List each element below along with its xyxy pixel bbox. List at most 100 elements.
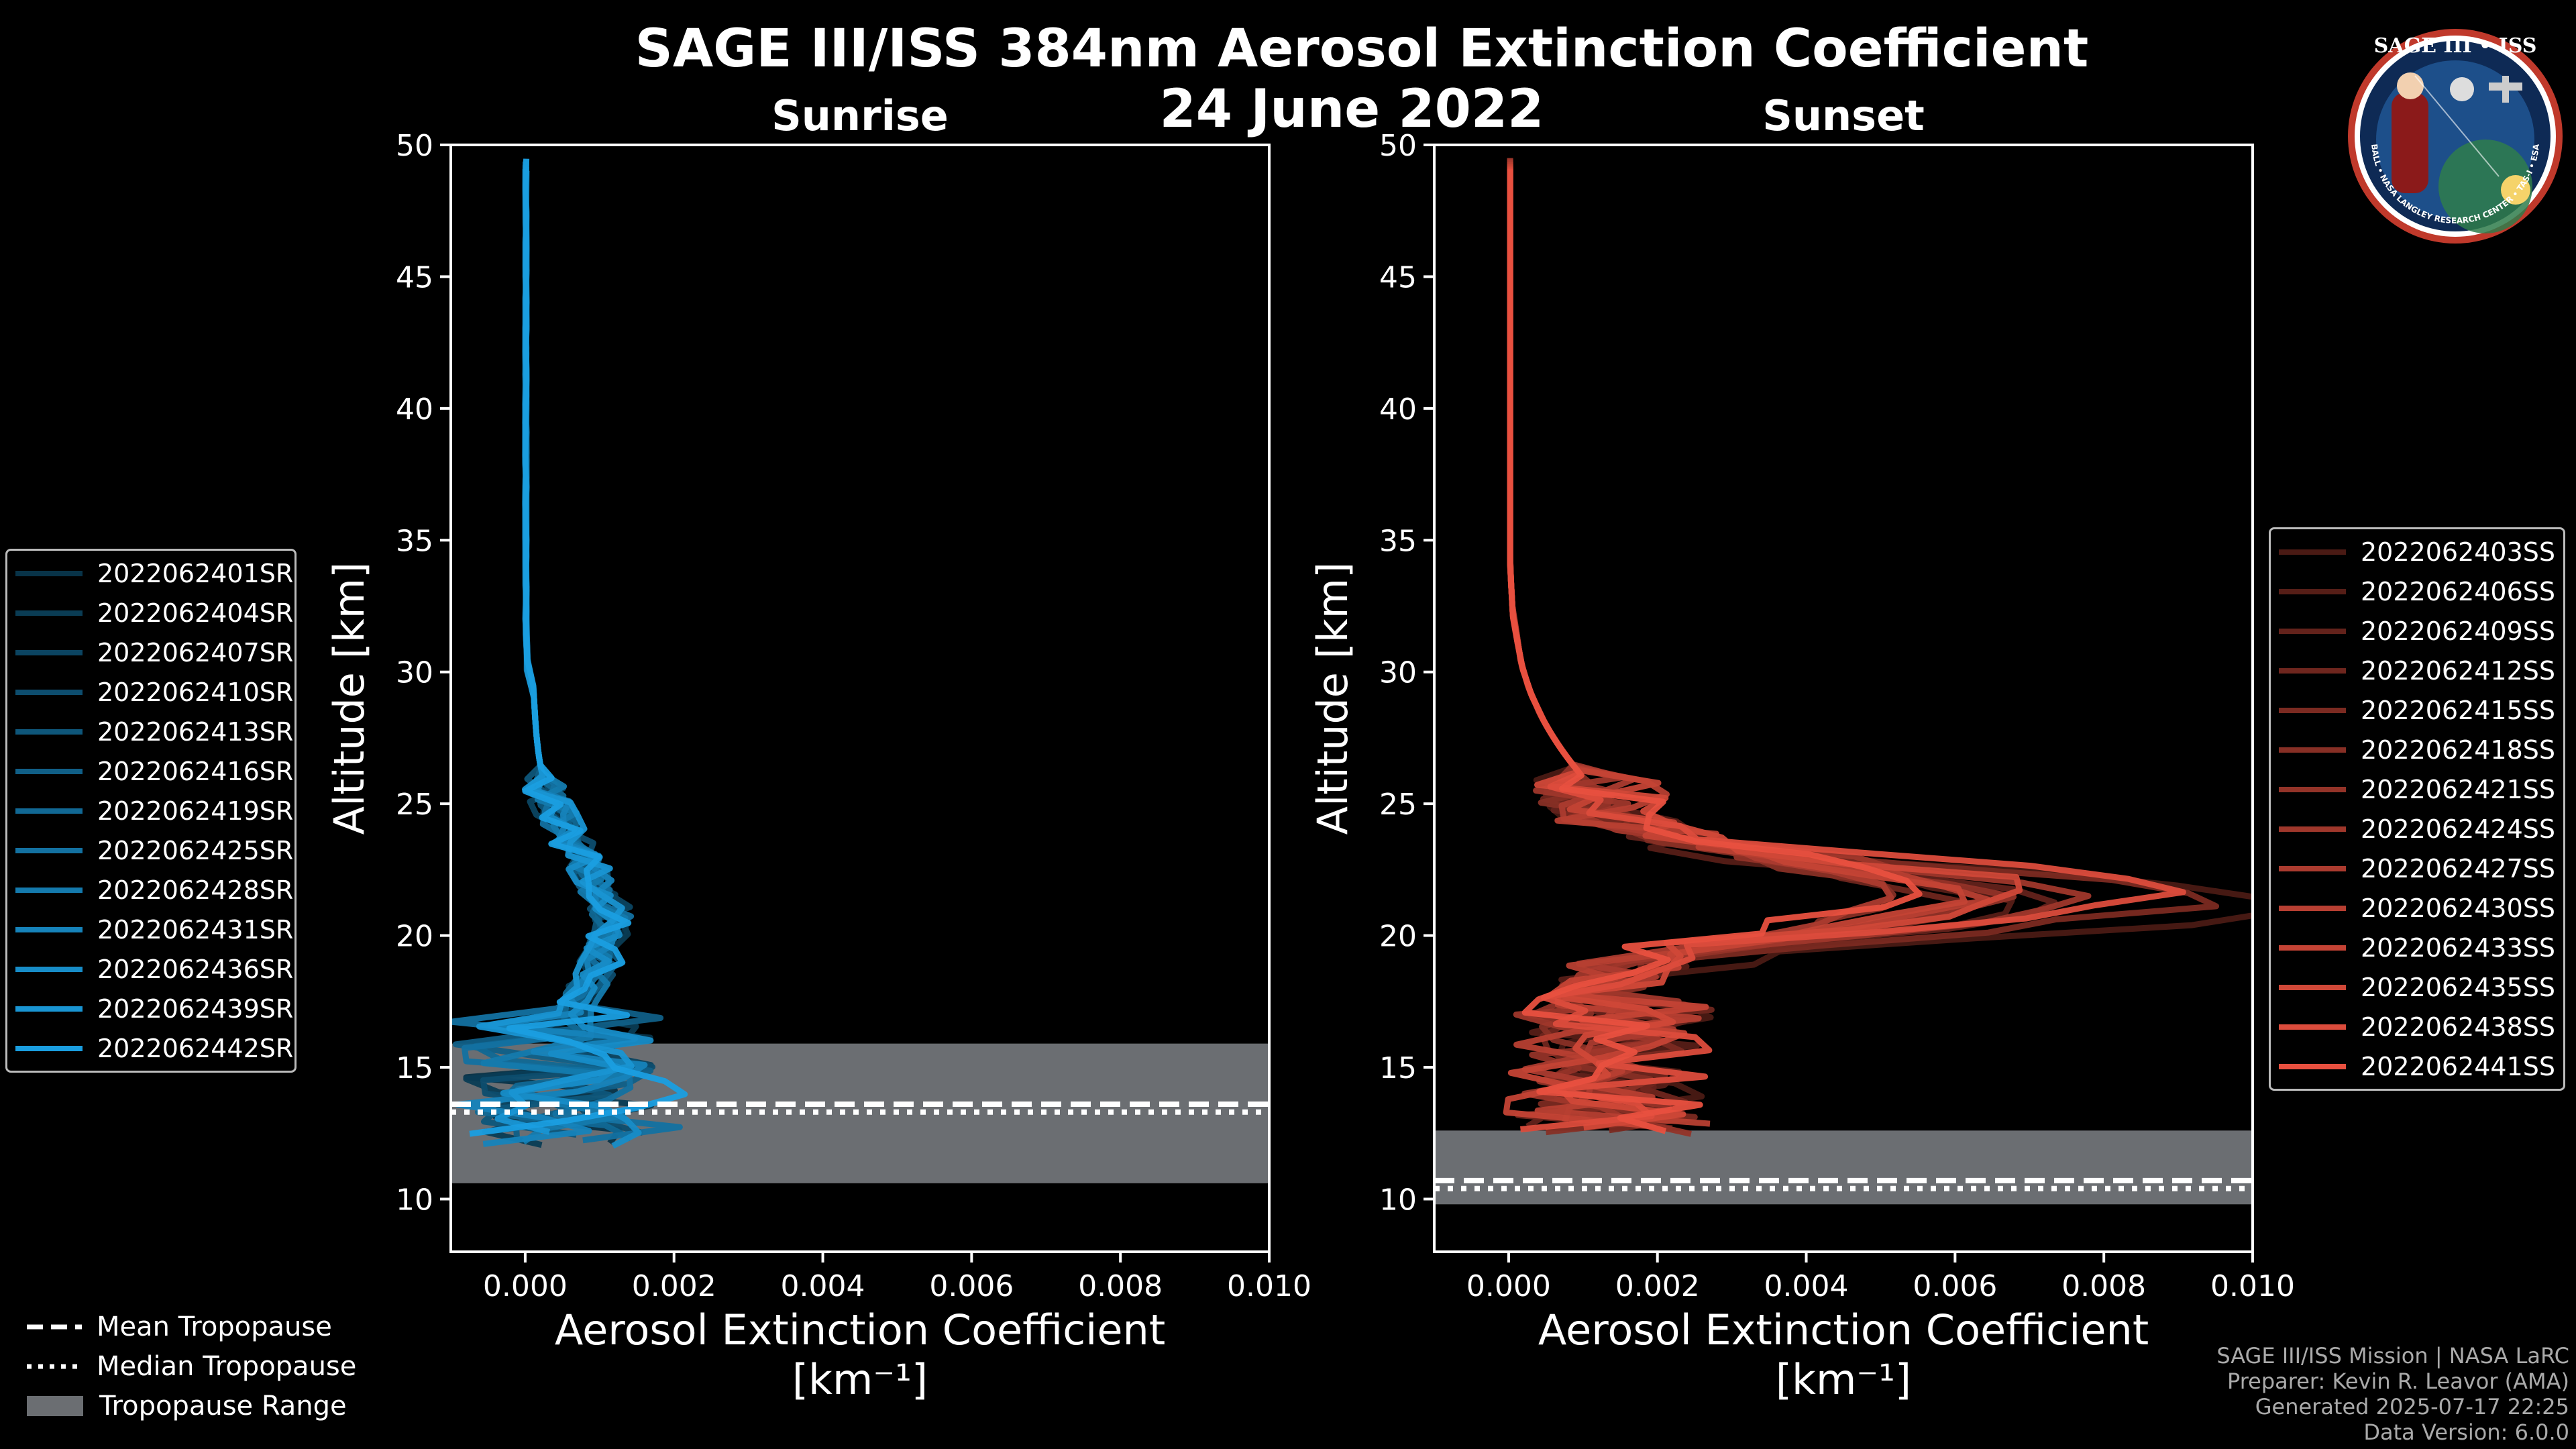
median-tropopause-entry: Median Tropopause <box>24 1346 356 1386</box>
footer-mission: SAGE III/ISS Mission | NASA LaRC <box>2216 1343 2569 1368</box>
dashed-line-icon <box>27 1324 82 1329</box>
legend-swatch <box>15 689 83 695</box>
y-tick-label: 50 <box>396 129 433 163</box>
y-axis-label: Altitude [km] <box>1308 562 1357 835</box>
legend-entry-2022062439SR: 2022062439SR <box>7 989 294 1028</box>
series-line-2022062438SS <box>1507 167 2186 1132</box>
x-tick-label: 0.004 <box>781 1269 865 1303</box>
legend-label: 2022062418SS <box>2361 735 2556 765</box>
legend-swatch <box>2279 667 2346 674</box>
y-tick-label: 45 <box>1379 260 1417 294</box>
legend-label: 2022062409SS <box>2361 616 2556 646</box>
x-tick-label: 0.010 <box>1227 1269 1311 1303</box>
series-line-2022062419SR <box>472 163 633 1142</box>
footer-version: Data Version: 6.0.0 <box>2363 1419 2569 1445</box>
legend-label: 2022062410SR <box>97 677 294 707</box>
legend-label: 2022062404SR <box>97 598 294 628</box>
legend-swatch <box>2279 945 2346 951</box>
legend-entry-2022062419SR: 2022062419SR <box>7 791 294 830</box>
x-tick-label: 0.000 <box>1466 1269 1551 1303</box>
legend-swatch <box>2279 984 2346 990</box>
legend-entry-2022062428SR: 2022062428SR <box>7 870 294 910</box>
legend-swatch <box>2279 1024 2346 1030</box>
legend-entry-2022062442SR: 2022062442SR <box>7 1028 294 1068</box>
legend-label: 2022062439SR <box>97 994 294 1024</box>
y-tick-label: 25 <box>1379 788 1417 822</box>
series-line-2022062401SR <box>463 168 653 1145</box>
sunrise-legend: 2022062401SR 2022062404SR 2022062407SR 2022… <box>5 549 297 1073</box>
legend-label: 2022062425SR <box>97 835 294 865</box>
legend-entry-2022062416SR: 2022062416SR <box>7 751 294 791</box>
panel-title: Sunset <box>1762 91 1925 140</box>
x-tick-label: 0.008 <box>2061 1269 2146 1303</box>
legend-label: 2022062401SR <box>97 558 294 588</box>
y-tick-label: 20 <box>396 920 433 954</box>
x-axis-label: Aerosol Extinction Coefficient <box>1538 1305 2149 1354</box>
legend-entry-2022062410SR: 2022062410SR <box>7 672 294 712</box>
legend-entry-2022062430SS: 2022062430SS <box>2271 888 2563 928</box>
x-tick-label: 0.000 <box>483 1269 568 1303</box>
legend-entry-2022062424SS: 2022062424SS <box>2271 809 2563 849</box>
median-tropopause-label: Median Tropopause <box>97 1350 357 1382</box>
y-tick-label: 20 <box>1379 920 1417 954</box>
plot-frame <box>1433 144 2254 1253</box>
legend-label: 2022062442SR <box>97 1033 294 1063</box>
legend-entry-2022062436SR: 2022062436SR <box>7 949 294 989</box>
tropopause-range-entry: Tropopause Range <box>24 1386 356 1426</box>
legend-label: 2022062435SS <box>2361 972 2556 1002</box>
tropopause-range-band <box>1434 1130 2253 1205</box>
legend-swatch <box>2279 1063 2346 1069</box>
legend-label: 2022062424SS <box>2361 814 2556 844</box>
legend-entry-2022062433SS: 2022062433SS <box>2271 928 2563 967</box>
x-tick-label: 0.008 <box>1078 1269 1163 1303</box>
series-line-2022062442SR <box>469 158 688 1137</box>
legend-swatch <box>15 610 83 616</box>
legend-entry-2022062418SS: 2022062418SS <box>2271 730 2563 769</box>
y-tick-label: 10 <box>1379 1183 1417 1217</box>
x-tick-label: 0.004 <box>1764 1269 1849 1303</box>
series-line-2022062404SR <box>463 170 655 1148</box>
footer: SAGE III/ISS Mission | NASA LaRC Prepare… <box>2216 1343 2569 1445</box>
y-tick-label: 35 <box>1379 524 1417 558</box>
legend-swatch <box>2279 588 2346 594</box>
legend-entry-2022062431SR: 2022062431SR <box>7 910 294 949</box>
legend-entry-2022062427SS: 2022062427SS <box>2271 849 2563 888</box>
legend-entry-2022062407SR: 2022062407SR <box>7 633 294 672</box>
legend-entry-2022062421SS: 2022062421SS <box>2271 769 2563 809</box>
series-group <box>451 158 688 1149</box>
series-group <box>1503 158 2253 1137</box>
legend-swatch <box>2279 707 2346 713</box>
mean-tropopause-entry: Mean Tropopause <box>24 1307 356 1346</box>
legend-label: 2022062441SS <box>2361 1051 2556 1081</box>
legend-swatch <box>15 887 83 893</box>
legend-swatch <box>15 808 83 814</box>
legend-swatch <box>2279 865 2346 871</box>
legend-swatch <box>2279 628 2346 634</box>
series-line-2022062433SS <box>1503 164 1968 1129</box>
sunset-legend: 2022062403SS 2022062406SS 2022062409SS 2022… <box>2269 527 2565 1091</box>
legend-entry-2022062435SS: 2022062435SS <box>2271 967 2563 1007</box>
legend-label: 2022062419SR <box>97 796 294 826</box>
legend-label: 2022062431SR <box>97 914 294 945</box>
legend-label: 2022062436SR <box>97 954 294 984</box>
legend-swatch <box>2279 747 2346 753</box>
legend-entry-2022062403SS: 2022062403SS <box>2271 532 2563 572</box>
x-tick-label: 0.006 <box>1913 1269 1997 1303</box>
legend-entry-2022062406SS: 2022062406SS <box>2271 572 2563 611</box>
y-axis-label: Altitude [km] <box>325 562 374 835</box>
y-tick-label: 10 <box>396 1183 433 1217</box>
x-axis-label: Aerosol Extinction Coefficient <box>555 1305 1165 1354</box>
mean-tropopause-label: Mean Tropopause <box>97 1311 332 1342</box>
x-tick-label: 0.002 <box>632 1269 716 1303</box>
tropopause-range-label: Tropopause Range <box>99 1390 347 1421</box>
legend-swatch <box>2279 549 2346 555</box>
legend-label: 2022062403SS <box>2361 537 2556 567</box>
main-title: SAGE III/ISS 384nm Aerosol Extinction Co… <box>635 19 2089 79</box>
date-title: 24 June 2022 <box>1159 79 1544 140</box>
legend-label: 2022062427SS <box>2361 853 2556 883</box>
legend-label: 2022062430SS <box>2361 893 2556 923</box>
legend-label: 2022062416SR <box>97 756 294 786</box>
y-tick-label: 40 <box>1379 392 1417 427</box>
legend-label: 2022062413SR <box>97 716 294 747</box>
y-tick-label: 30 <box>1379 656 1417 690</box>
